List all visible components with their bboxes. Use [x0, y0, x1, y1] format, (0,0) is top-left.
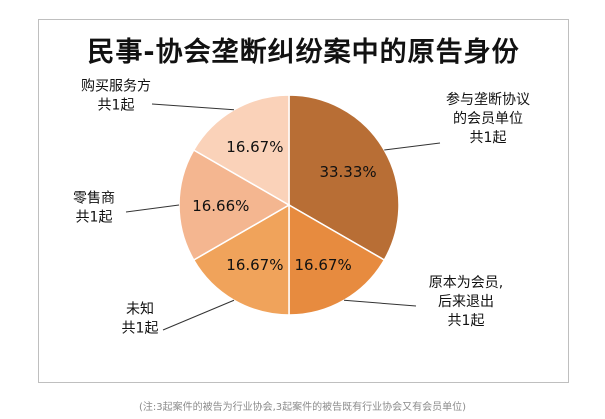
pie-slice-0: [288, 94, 400, 262]
leader-line-2: [162, 299, 235, 331]
pie-slice-4: [192, 94, 290, 207]
chart-title: 民事-协会垄断纠纷案中的原告身份: [87, 37, 520, 68]
value-label-3: 16.66%: [192, 197, 249, 215]
category-label-4-line-1: 共1起: [98, 98, 135, 114]
leader-line-3: [125, 204, 180, 213]
category-label-1-line-2: 共1起: [448, 313, 485, 329]
category-label-2-line-0: 未知: [126, 301, 154, 318]
pie-slices: [178, 94, 400, 316]
category-label-2-line-1: 共1起: [122, 321, 159, 337]
footnote: (注:3起案件的被告为行业协会,3起案件的被告既有行业协会又有会员单位): [138, 402, 467, 413]
value-label-1: 16.67%: [295, 256, 352, 274]
category-label-0-line-0: 参与垄断协议: [446, 91, 530, 108]
category-label-3-line-1: 共1起: [76, 210, 113, 226]
category-label-1-line-0: 原本为会员,: [429, 275, 503, 291]
leader-line-4: [151, 103, 235, 111]
value-label-4: 16.67%: [226, 138, 283, 156]
category-label-0-line-2: 共1起: [470, 130, 507, 146]
pie-slice-3: [178, 148, 291, 262]
category-label-0-line-1: 的会员单位: [453, 111, 523, 127]
value-label-0: 33.33%: [319, 163, 376, 181]
pie-slice-1: [288, 203, 386, 316]
leader-line-1: [343, 299, 417, 307]
category-label-1-line-1: 后来退出: [438, 294, 494, 310]
category-label-4-line-0: 购买服务方: [81, 79, 151, 95]
pie-slice-2: [192, 203, 290, 316]
leader-lines: [125, 103, 441, 331]
value-label-2: 16.67%: [226, 256, 283, 274]
category-labels: 参与垄断协议的会员单位共1起原本为会员,后来退出共1起未知共1起零售商共1起购买…: [73, 79, 530, 337]
category-label-3-line-0: 零售商: [73, 191, 115, 207]
leader-line-0: [384, 142, 441, 151]
value-labels: 33.33% 16.67% 16.67% 16.66% 16.67%: [192, 138, 376, 274]
